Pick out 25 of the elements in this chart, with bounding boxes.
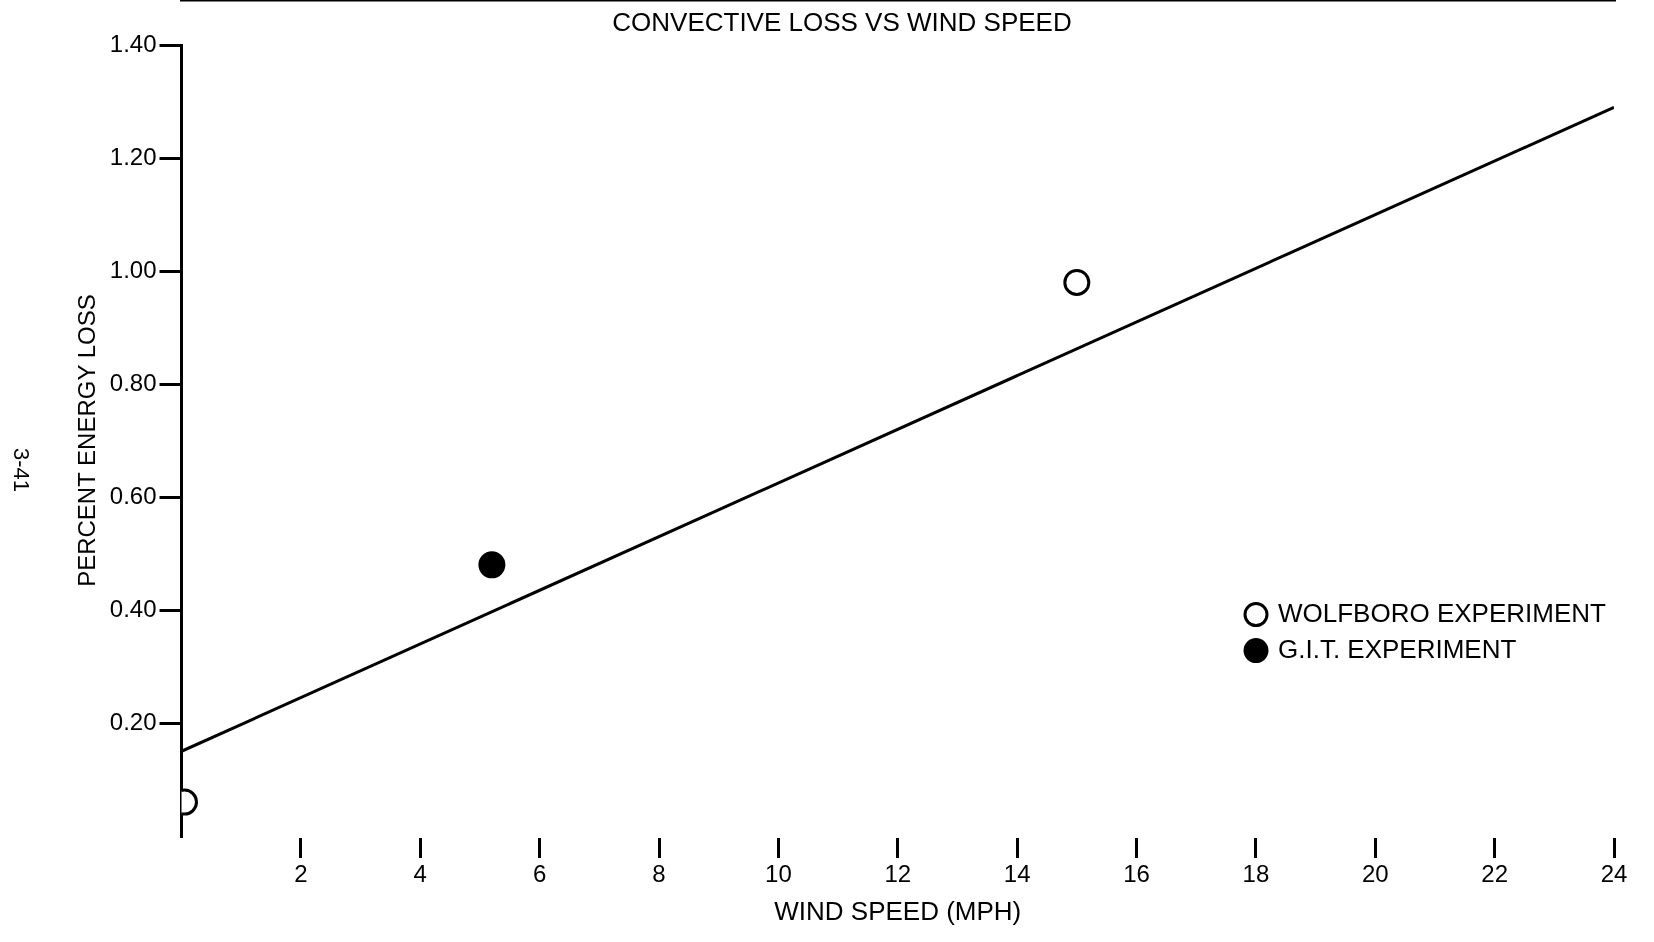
x-tick-label: 24 [1600, 860, 1628, 888]
y-tick-label: 0.80 [109, 368, 157, 396]
y-tick-label: 0.40 [109, 594, 157, 622]
legend-label: WOLFBORO EXPERIMENT [1278, 597, 1607, 628]
text: 3-41 [8, 447, 34, 493]
y-tick-label: 0.60 [109, 481, 157, 509]
legend-label: G.I.T. EXPERIMENT [1278, 633, 1517, 664]
y-tick-label: 1.40 [109, 29, 157, 57]
x-tick-label: 10 [765, 860, 792, 888]
x-axis-title: WIND SPEED (MPH) [774, 895, 1022, 926]
x-tick-label: 16 [1123, 860, 1150, 888]
x-tick-label: 20 [1361, 860, 1389, 888]
y-axis-title: PERCENT ENERGY LOSS [73, 294, 101, 587]
x-tick-label: 8 [652, 860, 666, 888]
x-tick-label: 12 [884, 860, 912, 888]
x-tick-label: 18 [1242, 860, 1270, 888]
x-tick-label: 6 [532, 860, 547, 888]
x-tick-label: 22 [1481, 860, 1508, 888]
y-tick-label: 1.20 [109, 142, 157, 170]
chart-title: CONVECTIVE LOSS VS WIND SPEED [612, 6, 1072, 37]
x-tick-label: 2 [294, 860, 308, 888]
x-tick-label: 4 [413, 860, 427, 888]
x-tick-label: 14 [1003, 860, 1031, 888]
y-tick-label: 1.00 [109, 255, 157, 283]
y-tick-label: 0.20 [109, 707, 157, 735]
